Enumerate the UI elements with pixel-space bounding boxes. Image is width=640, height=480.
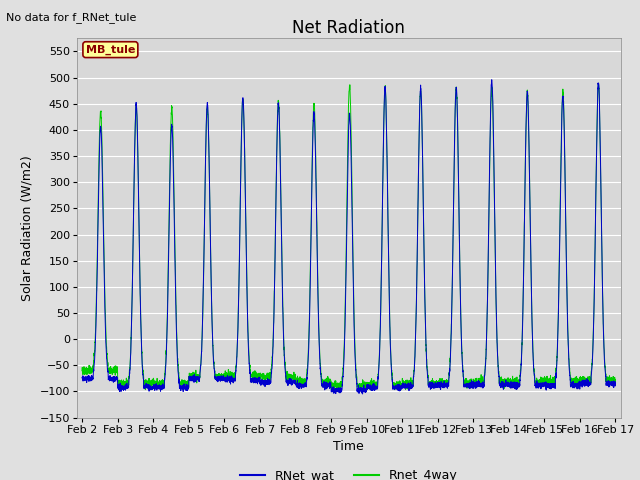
Rnet_4way — [595, 80, 602, 86]
RNet_wat — [488, 77, 495, 83]
Text: MB_tule: MB_tule — [86, 45, 135, 55]
Rnet_4way — [78, 368, 86, 374]
Rnet_4way — [397, 387, 404, 393]
Legend: RNet_wat, Rnet_4way: RNet_wat, Rnet_4way — [235, 464, 463, 480]
Text: No data for f_RNet_tule: No data for f_RNet_tule — [6, 12, 137, 23]
RNet_wat — [468, 384, 476, 390]
Rnet_4way — [499, 379, 506, 385]
RNet_wat — [174, 368, 182, 373]
Rnet_4way — [174, 361, 182, 367]
RNet_wat — [329, 388, 337, 394]
RNet_wat — [611, 382, 619, 388]
RNet_wat — [499, 382, 506, 388]
Rnet_4way — [439, 381, 447, 387]
X-axis label: Time: Time — [333, 440, 364, 453]
RNet_wat — [439, 381, 447, 387]
Line: RNet_wat: RNet_wat — [82, 80, 616, 394]
Line: Rnet_4way: Rnet_4way — [82, 83, 616, 390]
Rnet_4way — [612, 378, 620, 384]
RNet_wat — [359, 391, 367, 397]
Title: Net Radiation: Net Radiation — [292, 19, 405, 37]
Rnet_4way — [329, 381, 337, 386]
Rnet_4way — [468, 379, 476, 384]
RNet_wat — [78, 375, 86, 381]
RNet_wat — [612, 382, 620, 387]
Y-axis label: Solar Radiation (W/m2): Solar Radiation (W/m2) — [21, 155, 34, 301]
Rnet_4way — [611, 378, 619, 384]
